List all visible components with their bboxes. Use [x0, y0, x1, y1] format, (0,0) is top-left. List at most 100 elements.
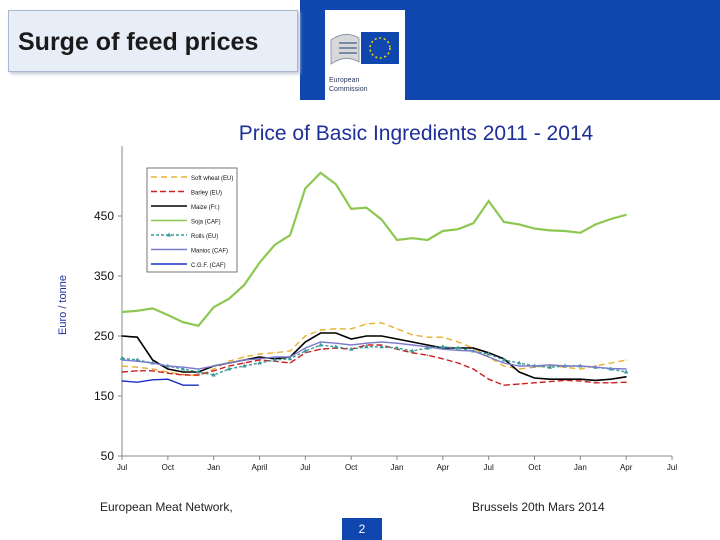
data-point: [350, 208, 352, 210]
data-point: [121, 365, 123, 367]
data-point: [136, 310, 138, 312]
data-point: [365, 335, 368, 337]
data-point: [304, 341, 306, 343]
data-point: [196, 369, 201, 374]
data-point: [121, 380, 123, 382]
data-point: [518, 383, 520, 385]
data-point: [304, 335, 306, 337]
data-point: [426, 346, 429, 348]
data-point: [211, 372, 216, 377]
data-point: [549, 378, 551, 380]
legend-label: Rolls (EU): [191, 234, 218, 240]
legend-label: Barley (EU): [191, 191, 222, 197]
data-point: [549, 381, 551, 383]
data-point: [274, 356, 276, 358]
data-point: [180, 366, 186, 371]
data-point: [258, 358, 261, 360]
x-tick-label: Jul: [484, 463, 494, 472]
data-point: [228, 362, 230, 364]
data-point: [579, 232, 581, 234]
data-point: [274, 352, 276, 354]
series-line-2: [121, 332, 627, 382]
y-tick-label: 150: [94, 389, 114, 403]
data-point: [518, 365, 520, 367]
x-tick-label: Jan: [207, 463, 220, 472]
data-point: [610, 378, 612, 380]
data-point: [365, 207, 368, 209]
data-point: [335, 328, 337, 330]
data-point: [364, 344, 369, 349]
data-point: [533, 382, 536, 384]
data-point: [503, 384, 505, 386]
data-point: [518, 368, 520, 370]
data-point: [167, 368, 169, 370]
data-point: [121, 371, 123, 373]
data-point: [213, 370, 215, 372]
data-point: [503, 362, 505, 364]
data-point: [472, 350, 474, 352]
footer-organization: European Meat Network,: [100, 500, 233, 514]
data-point: [335, 332, 337, 334]
data-point: [151, 307, 154, 309]
logo-line2: Commission: [329, 86, 368, 93]
data-point: [623, 369, 629, 374]
data-point: [501, 357, 507, 362]
x-tick-label: Jul: [667, 463, 677, 472]
data-point: [486, 351, 491, 356]
price-chart: Price of Basic Ingredients 2011 - 2014 50…: [57, 122, 677, 472]
data-point: [610, 367, 612, 369]
data-point: [625, 376, 627, 378]
data-point: [242, 363, 247, 368]
data-point: [440, 344, 446, 349]
data-point: [335, 183, 337, 185]
data-point: [289, 350, 291, 352]
data-point: [564, 365, 566, 367]
data-point: [610, 362, 612, 364]
data-point: [411, 344, 413, 346]
data-point: [426, 354, 429, 356]
data-point: [396, 342, 398, 344]
series-line-4: [121, 344, 627, 376]
data-point: [533, 228, 536, 230]
data-point: [182, 374, 184, 376]
chart-title: Price of Basic Ingredients 2011 - 2014: [239, 122, 594, 145]
data-point: [197, 325, 199, 327]
data-point: [396, 239, 398, 241]
x-tick-label: Jul: [117, 463, 127, 472]
data-point: [289, 234, 291, 236]
data-point: [472, 347, 474, 349]
data-point: [272, 357, 277, 362]
slide-title: Surge of feed prices: [18, 28, 259, 56]
data-point: [226, 366, 232, 371]
data-point: [350, 338, 352, 340]
y-tick-label: 350: [94, 269, 114, 283]
x-tick-label: Oct: [345, 463, 358, 472]
data-point: [457, 228, 459, 230]
data-point: [564, 379, 566, 381]
footer-location-date: Brussels 20th Mars 2014: [472, 500, 605, 514]
data-point: [320, 172, 322, 174]
data-point: [167, 372, 169, 374]
data-point: [625, 214, 627, 216]
data-point: [243, 356, 245, 358]
data-point: [517, 360, 522, 365]
data-point: [121, 335, 123, 337]
data-point: [411, 341, 413, 343]
data-point: [151, 359, 154, 361]
data-point: [182, 384, 184, 386]
data-point: [303, 348, 308, 353]
data-point: [320, 341, 322, 343]
data-point: [595, 382, 597, 384]
data-point: [488, 200, 490, 202]
data-point: [579, 380, 581, 382]
data-point: [151, 368, 154, 370]
x-tick-label: Jan: [574, 463, 587, 472]
data-point: [595, 366, 597, 368]
data-point: [411, 334, 413, 336]
data-point: [228, 360, 230, 362]
logo-line1: European: [329, 77, 359, 84]
data-point: [167, 371, 169, 373]
data-point: [381, 322, 383, 324]
data-point: [488, 356, 490, 358]
data-point: [151, 370, 154, 372]
